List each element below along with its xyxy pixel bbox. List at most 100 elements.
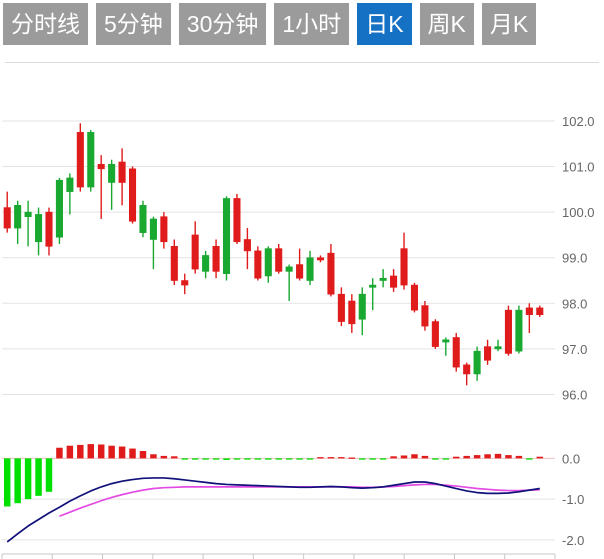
price-tick-label: 101.0: [562, 160, 595, 175]
macd-hist-bar: [400, 455, 408, 459]
candle-body[interactable]: [337, 293, 345, 322]
macd-hist-bar: [306, 458, 314, 460]
candle-body[interactable]: [202, 255, 210, 272]
candle-body[interactable]: [212, 246, 220, 272]
tab-0[interactable]: 分时线: [3, 3, 88, 45]
candle-body[interactable]: [254, 250, 262, 279]
macd-hist-bar: [317, 457, 324, 459]
price-tick-label: 102.0: [562, 114, 595, 129]
candle-body[interactable]: [45, 211, 53, 247]
candle-body[interactable]: [410, 284, 419, 311]
macd-line: [6, 477, 540, 543]
candle-body[interactable]: [525, 307, 533, 316]
candle-body[interactable]: [285, 266, 293, 272]
macd-hist-bar: [473, 455, 481, 459]
period-tab-bar[interactable]: 分时线 5分钟 30分钟 1小时 日K 周K 月K: [0, 0, 604, 48]
candle-body[interactable]: [87, 132, 95, 188]
macd-hist-bar: [327, 457, 335, 459]
candle-body[interactable]: [296, 264, 304, 279]
macd-lines: [6, 477, 540, 543]
macd-hist-bar: [202, 458, 209, 460]
price-axis-labels: 102.0 101.0 100.0 99.0 98.0 97.0 96.0: [562, 114, 595, 403]
price-tick-label: 96.0: [562, 387, 587, 402]
candle-body[interactable]: [149, 218, 157, 240]
macd-hist-bar: [505, 455, 512, 459]
macd-hist-bar: [171, 456, 178, 459]
tab-5[interactable]: 周K: [419, 3, 474, 45]
candle-body[interactable]: [222, 198, 231, 274]
macd-hist-bar: [296, 458, 303, 460]
candle-body[interactable]: [400, 248, 408, 286]
macd-hist-bar: [463, 455, 470, 459]
macd-hist-bar: [526, 458, 533, 460]
candle-body[interactable]: [264, 248, 272, 277]
candle-body[interactable]: [306, 257, 314, 281]
candle-body[interactable]: [14, 204, 22, 229]
candle-body[interactable]: [473, 350, 481, 375]
macd-hist-bar: [421, 455, 429, 459]
candle-body[interactable]: [484, 346, 492, 361]
tab-label: 周K: [427, 11, 466, 37]
candle-body[interactable]: [24, 211, 32, 217]
candle-body[interactable]: [390, 275, 398, 288]
candle-body[interactable]: [442, 339, 450, 343]
tab-2[interactable]: 30分钟: [178, 3, 267, 45]
candle-body[interactable]: [515, 309, 523, 352]
tab-4[interactable]: 日K: [357, 3, 412, 45]
candle-body[interactable]: [55, 179, 63, 238]
macd-hist-bar: [369, 458, 376, 460]
candle-body[interactable]: [97, 163, 105, 170]
candle-body[interactable]: [108, 163, 116, 183]
tab-label: 30分钟: [186, 11, 259, 37]
candle-body[interactable]: [358, 293, 366, 320]
macd-hist-bar: [139, 451, 147, 459]
candle-body[interactable]: [160, 216, 168, 243]
candle-body[interactable]: [421, 305, 429, 327]
price-tick-label: 98.0: [562, 296, 587, 311]
candle-body[interactable]: [327, 252, 335, 295]
macd-tick-label: -1.0: [562, 492, 584, 507]
candle-body[interactable]: [316, 257, 325, 261]
candle-body[interactable]: [536, 307, 544, 316]
candle-body[interactable]: [504, 309, 512, 354]
candlestick-series[interactable]: [3, 123, 544, 386]
candle-body[interactable]: [3, 207, 11, 229]
macd-hist-bar: [411, 454, 418, 459]
macd-hist-bar: [118, 446, 126, 459]
kline-chart-area[interactable]: 102.0 101.0 100.0 99.0 98.0 97.0 96.0 0.0 -1.0 -…: [0, 70, 604, 559]
candle-body[interactable]: [379, 277, 387, 281]
candle-body[interactable]: [452, 337, 460, 368]
macd-hist-bar: [45, 458, 53, 492]
macd-hist-bar: [432, 458, 439, 460]
macd-hist-bar: [35, 458, 42, 496]
tab-3[interactable]: 1小时: [274, 3, 350, 45]
candle-body[interactable]: [118, 161, 126, 183]
candle-body[interactable]: [35, 214, 43, 243]
candle-body[interactable]: [494, 346, 502, 350]
candle-body[interactable]: [233, 198, 241, 243]
candle-body[interactable]: [128, 168, 137, 222]
macd-hist-bar: [379, 458, 387, 460]
candle-body[interactable]: [369, 284, 377, 288]
macd-hist-bar: [150, 454, 157, 459]
tab-1[interactable]: 5分钟: [96, 3, 171, 45]
candle-body[interactable]: [463, 364, 471, 375]
tab-6[interactable]: 月K: [481, 3, 537, 45]
candle-body[interactable]: [191, 234, 199, 270]
candle-body[interactable]: [139, 204, 147, 233]
macd-hist-bar: [515, 455, 523, 459]
candle-body[interactable]: [243, 239, 251, 252]
candle-body[interactable]: [66, 177, 74, 192]
candle-body[interactable]: [181, 280, 189, 286]
macd-hist-bar: [3, 458, 11, 507]
macd-hist-bar: [442, 458, 450, 460]
macd-hist-bar: [66, 445, 74, 459]
macd-tick-label: -2.0: [562, 533, 584, 548]
candle-body[interactable]: [170, 246, 178, 281]
candle-body[interactable]: [76, 132, 84, 188]
candle-body[interactable]: [275, 248, 283, 272]
candle-body[interactable]: [348, 300, 356, 325]
macd-hist-bar: [285, 458, 293, 460]
candle-body[interactable]: [431, 321, 439, 347]
macd-hist-bar: [77, 444, 84, 459]
